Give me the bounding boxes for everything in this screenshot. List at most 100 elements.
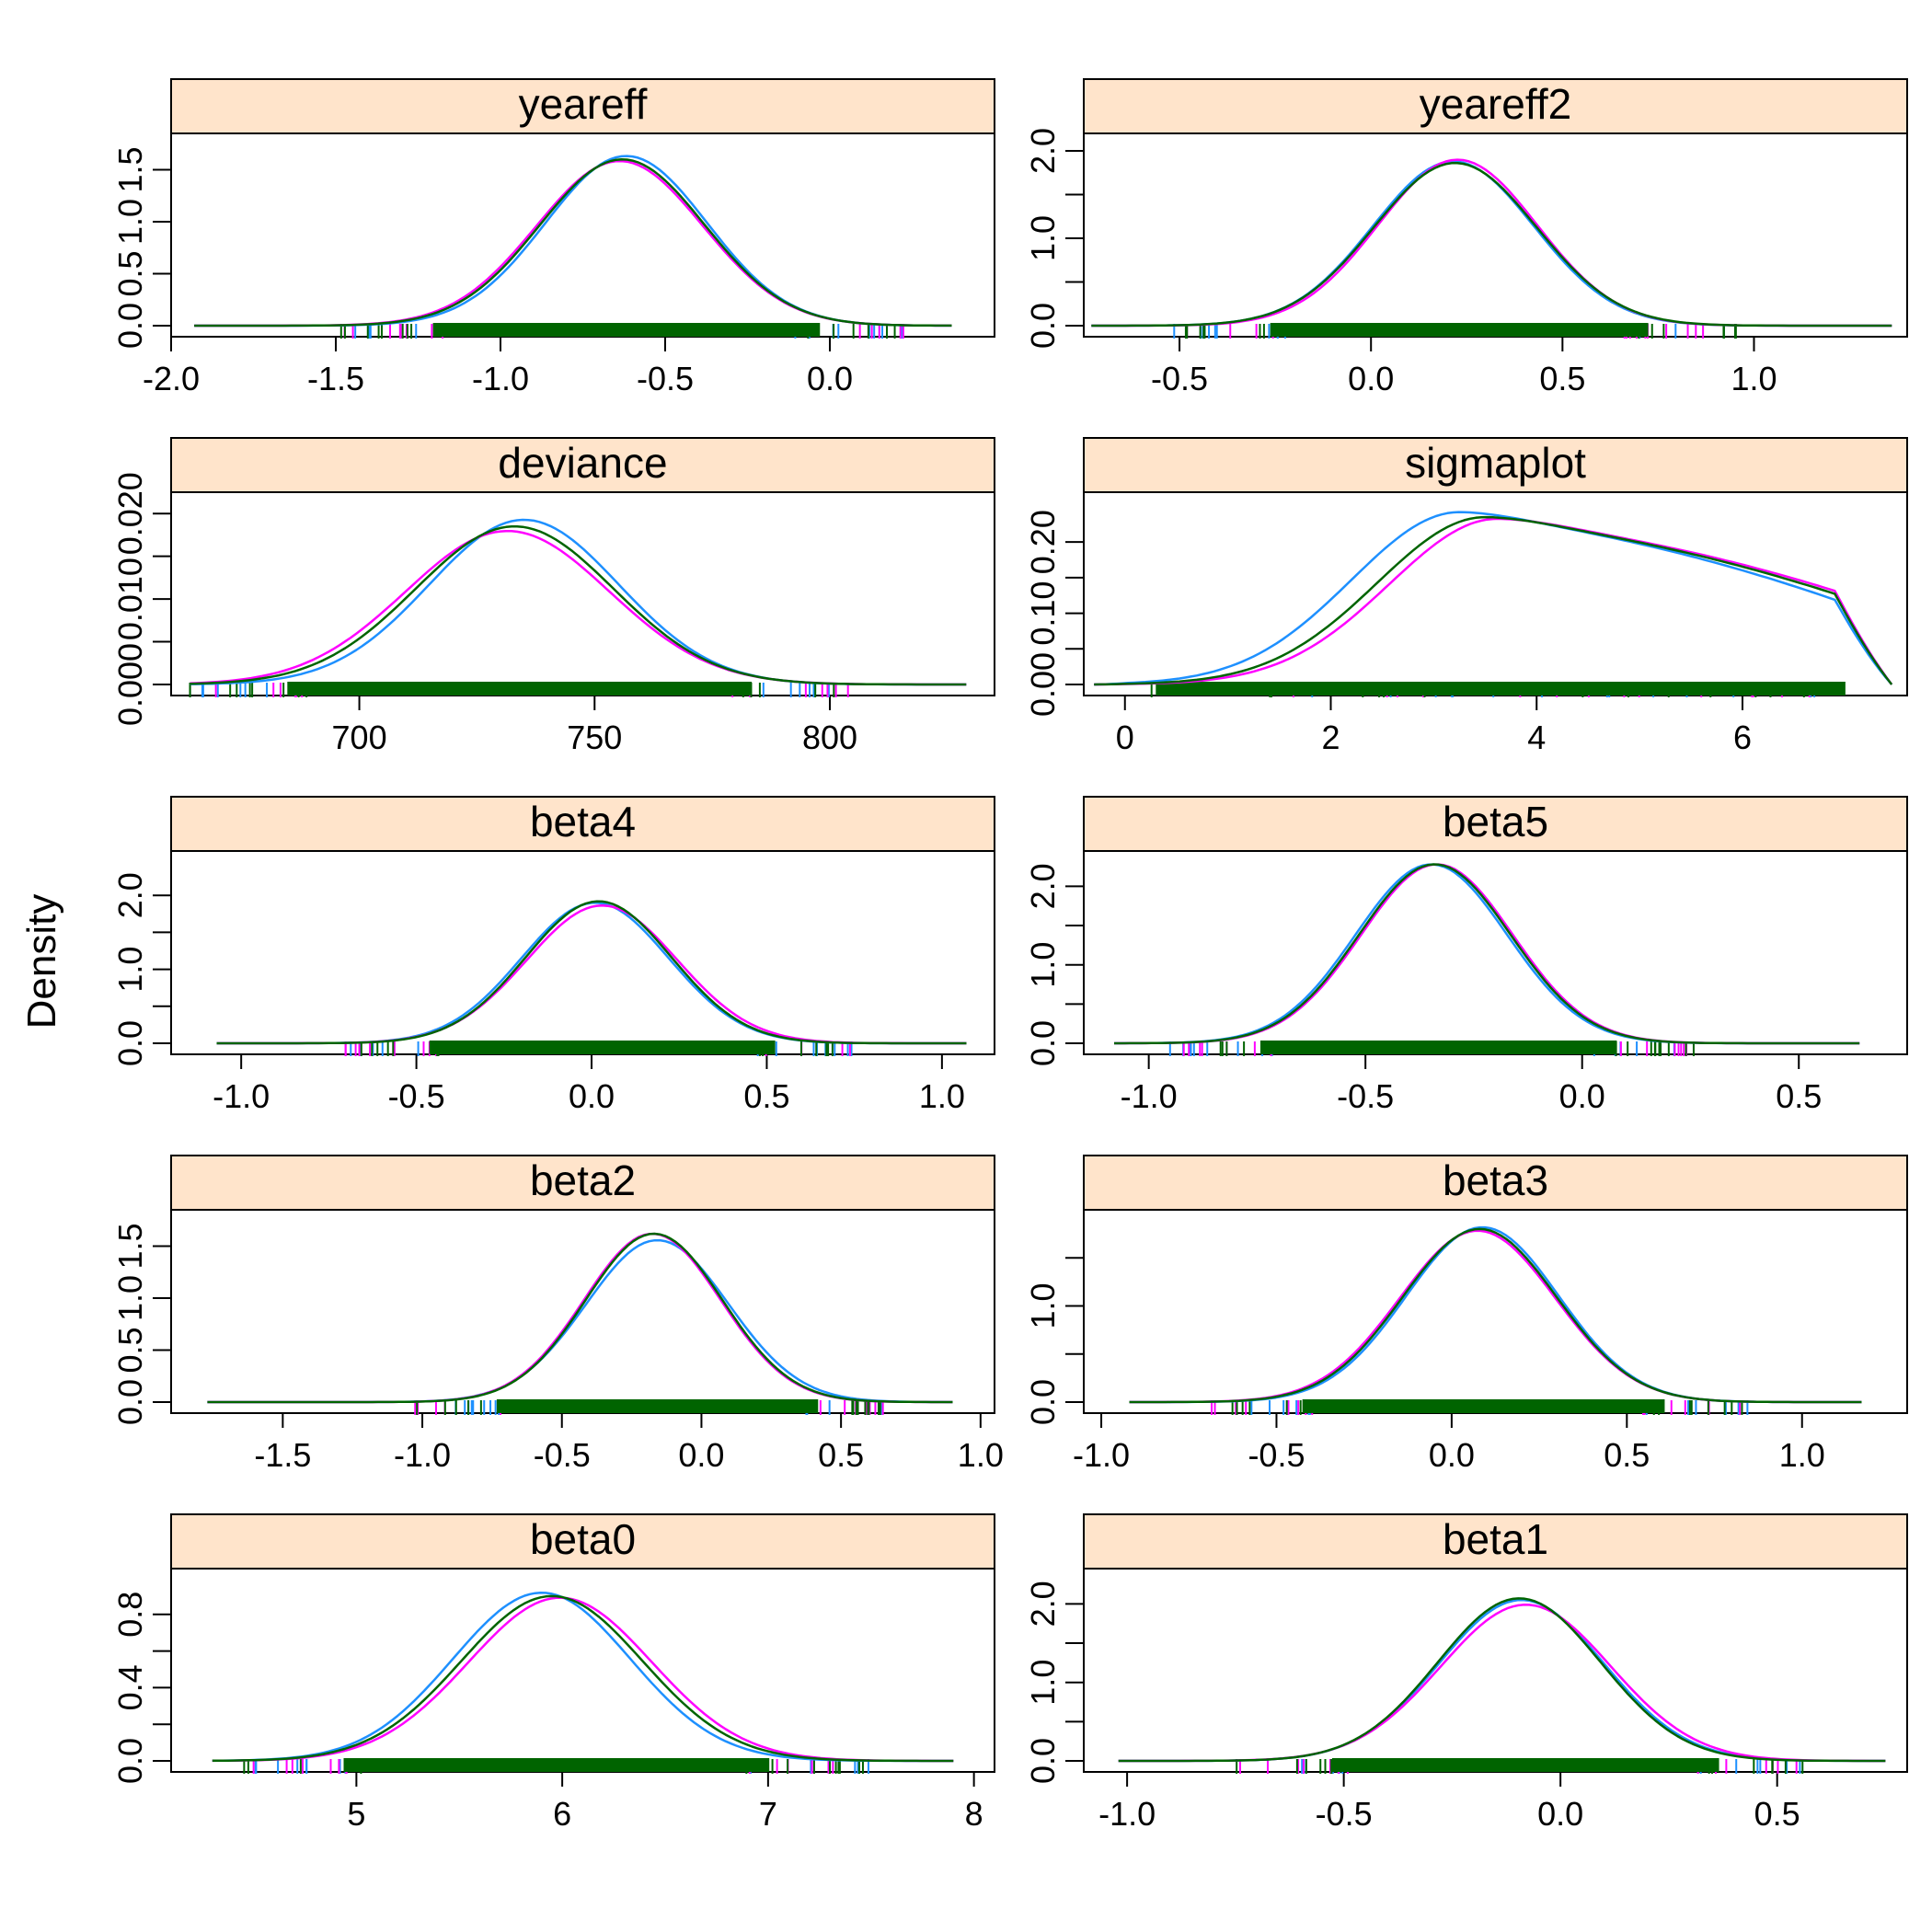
x-tick-label: 0.0 xyxy=(1348,360,1394,397)
density-line-chain-3 xyxy=(216,900,967,1045)
x-tick-label: 0.0 xyxy=(569,1077,615,1115)
x-tick-label: -0.5 xyxy=(388,1077,445,1115)
y-tick-label: 1.0 xyxy=(1024,215,1062,261)
rug-band xyxy=(496,1399,819,1413)
x-tick-label: -1.0 xyxy=(213,1077,270,1115)
y-tick-label: 1.5 xyxy=(111,147,149,193)
density-line-chain-2 xyxy=(1118,1604,1886,1763)
strip-label: beta2 xyxy=(530,1156,636,1204)
y-tick-label: 0.0 xyxy=(111,303,149,349)
density-line-chain-3 xyxy=(1114,863,1860,1045)
density-line-chain-1 xyxy=(207,1238,953,1404)
strip-label: beta3 xyxy=(1443,1156,1548,1204)
y-tick-label: 1.0 xyxy=(111,1275,149,1321)
y-tick-label: 0.0 xyxy=(111,1738,149,1784)
x-tick-label: -0.5 xyxy=(1151,360,1208,397)
x-tick-label: 0.5 xyxy=(1776,1077,1822,1115)
density-line-chain-2 xyxy=(212,1596,954,1763)
density-line-chain-3 xyxy=(1094,515,1893,686)
plot-frame xyxy=(170,1209,995,1414)
x-tick-label: 700 xyxy=(332,719,387,756)
x-tick-label: -0.5 xyxy=(1337,1077,1394,1115)
strip-label: beta1 xyxy=(1443,1515,1548,1563)
x-tick-label: 4 xyxy=(1527,719,1546,756)
density-line-chain-3 xyxy=(194,157,952,328)
x-tick-label: -0.5 xyxy=(637,360,694,397)
x-tick-label: 2 xyxy=(1321,719,1340,756)
x-tick-label: 1.0 xyxy=(1779,1436,1825,1474)
x-tick-label: -0.5 xyxy=(534,1436,591,1474)
density-line-chain-1 xyxy=(194,155,952,328)
x-tick-label: 0.5 xyxy=(1754,1795,1800,1833)
density-line-chain-3 xyxy=(207,1232,953,1404)
strip-beta0 xyxy=(170,1513,995,1570)
panel-yeareff2: yeareff2 0.0 1.0 2.0 -0.5 0.0 0.5 1.0 xyxy=(1024,78,1908,397)
y-tick-label: 0.0 xyxy=(1024,303,1062,349)
y-tick-label: 1.0 xyxy=(1024,1282,1062,1328)
strip-beta4 xyxy=(170,796,995,852)
strip-beta1 xyxy=(1083,1513,1908,1570)
density-line-chain-2 xyxy=(207,1232,953,1404)
y-tick-label: 0.8 xyxy=(111,1592,149,1638)
x-tick-label: -1.5 xyxy=(307,360,364,397)
density-line-chain-1 xyxy=(1091,160,1892,328)
x-tick-label: 0.5 xyxy=(818,1436,864,1474)
density-line-chain-1 xyxy=(190,518,967,686)
density-line-chain-2 xyxy=(216,904,967,1045)
density-line-chain-1 xyxy=(212,1591,954,1763)
y-tick-label: 0.20 xyxy=(1024,510,1062,574)
strip-label: yeareff2 xyxy=(1420,80,1571,128)
x-tick-label: 800 xyxy=(802,719,857,756)
panel-yeareff: yeareff 0.0 0.5 1.0 1.5 -2.0 -1.5 -1.0 -0.5 0.0 xyxy=(111,78,995,397)
strip-yeareff2 xyxy=(1083,78,1908,134)
panel-beta0: beta0 0.0 0.4 0.8 5 6 7 8 xyxy=(111,1513,995,1833)
y-tick-label: 2.0 xyxy=(1024,128,1062,174)
x-tick-label: 7 xyxy=(759,1795,777,1833)
plot-frame xyxy=(170,132,995,338)
strip-label: yeareff xyxy=(519,80,648,128)
y-tick-label: 0.0 xyxy=(111,1379,149,1425)
x-tick-label: 0.0 xyxy=(1559,1077,1605,1115)
plot-frame xyxy=(1083,491,1908,696)
density-line-chain-2 xyxy=(190,529,967,686)
y-tick-label: 0.0 xyxy=(1024,1379,1062,1425)
y-tick-label: 0.0 xyxy=(111,1020,149,1066)
density-line-chain-1 xyxy=(1094,511,1893,686)
strip-label: beta4 xyxy=(530,798,636,845)
y-tick-label: 2.0 xyxy=(1024,1581,1062,1627)
panel-sigmaplot: sigmaplot 0.00 0.10 0.20 0 2 4 6 xyxy=(1024,437,1908,756)
strip-deviance xyxy=(170,437,995,493)
y-tick-label: 0.020 xyxy=(111,472,149,555)
y-tick-label: 0.5 xyxy=(111,250,149,296)
y-tick-label: 1.0 xyxy=(111,199,149,245)
x-tick-label: -1.0 xyxy=(1073,1436,1130,1474)
density-line-chain-1 xyxy=(216,902,967,1045)
x-tick-label: 6 xyxy=(1733,719,1752,756)
x-tick-label: -1.5 xyxy=(254,1436,311,1474)
y-tick-label: 0.10 xyxy=(1024,581,1062,646)
strip-label: deviance xyxy=(498,439,667,487)
plot-frame xyxy=(1083,850,1908,1055)
strip-label: beta0 xyxy=(530,1515,636,1563)
plot-frame xyxy=(170,1568,995,1773)
x-tick-label: 0.0 xyxy=(807,360,853,397)
x-tick-label: 0.0 xyxy=(1429,1436,1475,1474)
x-tick-label: -0.5 xyxy=(1316,1795,1373,1833)
strip-label: sigmaplot xyxy=(1405,439,1586,487)
plot-frame xyxy=(1083,1568,1908,1773)
panel-beta2: beta2 0.0 0.5 1.0 1.5 -1.5 -1.0 -0.5 0.0 0.5 1.0 xyxy=(111,1155,1004,1474)
rug-band xyxy=(1270,323,1649,337)
plot-frame xyxy=(170,850,995,1055)
density-line-chain-1 xyxy=(1114,863,1860,1045)
x-tick-label: 0.0 xyxy=(678,1436,724,1474)
density-line-chain-2 xyxy=(1091,158,1892,328)
rug-band xyxy=(287,682,753,696)
x-tick-label: -1.0 xyxy=(1098,1795,1156,1833)
x-tick-label: -1.0 xyxy=(1121,1077,1178,1115)
y-tick-label: 0.5 xyxy=(111,1327,149,1373)
density-line-chain-3 xyxy=(1129,1227,1862,1404)
x-tick-label: -0.5 xyxy=(1248,1436,1305,1474)
density-line-chain-2 xyxy=(1129,1229,1862,1404)
